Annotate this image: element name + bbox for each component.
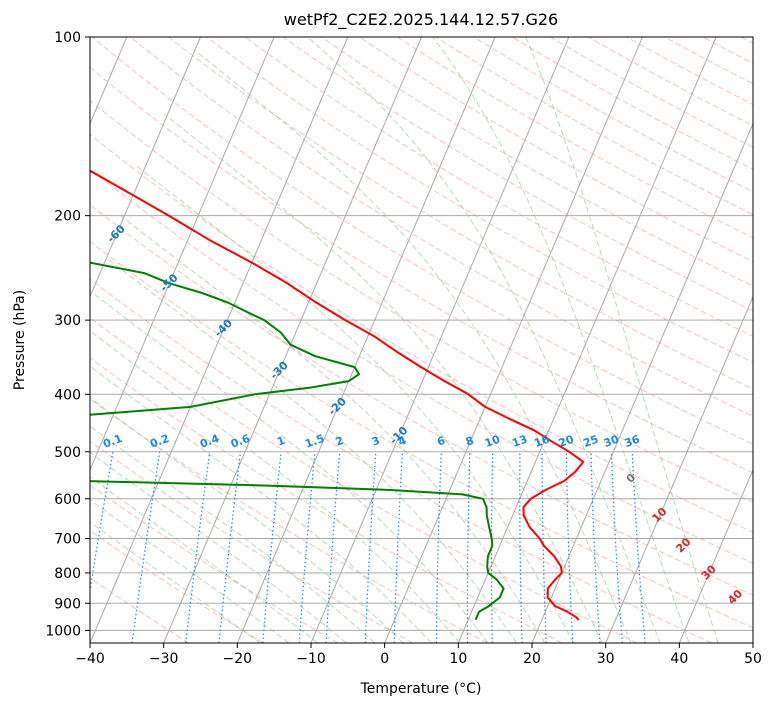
x-axis-label: Temperature (°C) — [360, 681, 482, 697]
moist-adiabat-line — [48, 394, 375, 643]
dry-adiabat-line — [0, 37, 562, 643]
mixing-ratio-line — [467, 452, 470, 643]
mixing-ratio-label: 25 — [581, 433, 600, 450]
y-tick-label: 100 — [54, 30, 81, 46]
isotherm-line — [606, 37, 775, 643]
dry-adiabat-line — [0, 37, 637, 643]
isotherm-label: -50 — [157, 271, 180, 294]
isotherm-line — [311, 37, 569, 643]
x-tick-label: 40 — [670, 651, 688, 667]
mixing-ratio-label: 3 — [370, 434, 382, 449]
y-tick-label: 800 — [54, 566, 81, 582]
moist-adiabat-line — [194, 50, 631, 643]
isotherm-label: -30 — [268, 358, 291, 381]
isotherm-label: -80 — [0, 129, 20, 152]
isotherm-line — [458, 37, 716, 643]
x-tick-label: 30 — [597, 651, 615, 667]
y-tick-label: 1000 — [45, 623, 81, 639]
mixing-ratio-label: 10 — [483, 432, 502, 450]
chart-title: wetPf2_C2E2.2025.144.12.57.G26 — [284, 10, 558, 30]
isotherm-label: -60 — [105, 222, 128, 245]
y-tick-label: 500 — [54, 445, 81, 461]
isotherm-label: -70 — [50, 176, 73, 199]
moist-adiabat-label: 10 — [650, 505, 670, 525]
dry-adiabat-line — [0, 37, 189, 643]
mixing-ratio-label: 0.2 — [148, 432, 171, 451]
isotherm-line — [16, 37, 274, 643]
dry-adiabat-line — [359, 37, 775, 643]
mixing-ratio-label: 16 — [532, 432, 551, 450]
mixing-ratio-label: 0.6 — [229, 432, 252, 451]
mixing-ratio-label: 0.4 — [198, 432, 221, 451]
isotherm-line — [90, 37, 348, 643]
x-tick-label: 20 — [523, 651, 541, 667]
dry-adiabat-line — [283, 37, 775, 643]
moist-adiabat-label: 0 — [624, 471, 639, 486]
x-tick-label: 50 — [744, 651, 762, 667]
mixing-ratio-line — [186, 452, 210, 643]
moist-adiabat-label: 30 — [699, 562, 719, 582]
moist-adiabat-line — [308, 37, 660, 643]
x-tick-label: 0 — [380, 651, 389, 667]
moist-adiabat-line — [67, 349, 431, 643]
dry-adiabat-line — [0, 37, 488, 643]
y-axis-label: Pressure (hPa) — [12, 290, 28, 390]
isotherm-label: -20 — [326, 395, 349, 418]
moist-adiabat-line — [38, 413, 346, 643]
mixing-ratio-label: 2 — [334, 434, 346, 449]
mixing-ratio-label: 30 — [602, 432, 621, 450]
x-tick-label: −30 — [149, 651, 179, 667]
y-tick-label: 300 — [54, 313, 81, 329]
isotherm-line — [237, 37, 495, 643]
isotherm-line — [753, 37, 775, 643]
mixing-ratio-line — [612, 452, 623, 643]
y-tick-label: 600 — [54, 492, 81, 508]
dry-adiabat-line — [703, 37, 775, 643]
mixing-ratio-line — [365, 452, 376, 643]
x-tick-label: −40 — [75, 651, 105, 667]
mixing-ratio-line — [436, 452, 441, 643]
dry-adiabat-line — [0, 37, 775, 643]
x-tick-label: 10 — [449, 651, 467, 667]
y-tick-label: 200 — [54, 209, 81, 225]
y-tick-label: 700 — [54, 532, 81, 548]
mixing-ratio-label: 6 — [435, 434, 447, 449]
mixing-ratio-label: 13 — [510, 433, 529, 450]
moist-adiabat-line — [16, 467, 260, 643]
dry-adiabat-line — [0, 37, 712, 643]
mixing-ratio-line — [299, 452, 315, 643]
mixing-ratio-label: 8 — [464, 434, 476, 449]
dry-adiabat-line — [0, 37, 413, 643]
x-tick-label: −20 — [223, 651, 253, 667]
y-tick-label: 900 — [54, 596, 81, 612]
isotherm-line — [0, 37, 201, 643]
mixing-ratio-label: 20 — [557, 432, 576, 450]
moist-adiabat-line — [526, 37, 719, 643]
mixing-ratio-line — [591, 452, 600, 643]
isotherm-line — [385, 37, 643, 643]
isotherm-line — [532, 37, 775, 643]
isotherm-line — [679, 37, 775, 643]
plot-area: -100-90-80-70-60-50-40-30-20-100.10.20.4… — [0, 35, 775, 643]
moist-adiabat-line — [433, 37, 689, 643]
dry-adiabat-line — [741, 37, 775, 643]
x-tick-label: −10 — [296, 651, 326, 667]
dry-adiabat-line — [245, 37, 775, 643]
y-tick-label: 400 — [54, 387, 81, 403]
mixing-ratio-label: 1.5 — [303, 432, 326, 451]
